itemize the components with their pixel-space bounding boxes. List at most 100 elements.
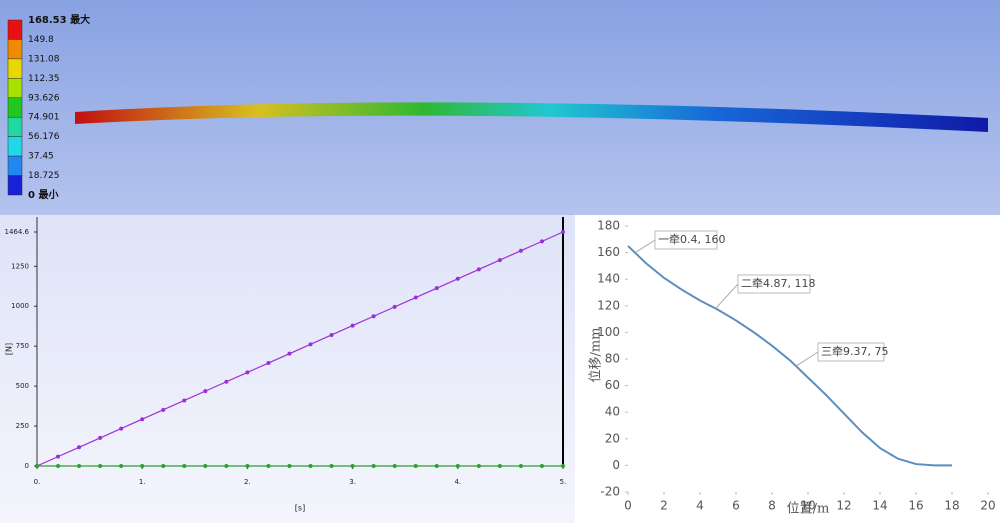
data-point <box>371 464 376 468</box>
legend-label: 37.45 <box>28 152 54 162</box>
data-point <box>518 464 523 468</box>
data-point <box>287 464 292 468</box>
beam <box>75 102 988 132</box>
data-point <box>539 464 544 468</box>
data-point <box>266 464 271 468</box>
data-point <box>77 464 82 468</box>
x-tick-label: 2 <box>660 499 668 513</box>
x-axis-label: 位置/m <box>787 502 830 517</box>
annotation: 一牵0.4, 160 <box>658 233 725 246</box>
annotation: 二牵4.87, 118 <box>741 277 815 290</box>
data-point <box>308 342 313 347</box>
data-point <box>119 464 124 468</box>
series-line <box>36 231 564 467</box>
y-tick-label: 60 <box>605 378 620 392</box>
x-tick-label: 3. <box>349 478 356 486</box>
y-tick-label: 1250 <box>11 262 29 270</box>
x-tick-label: 20 <box>980 499 995 513</box>
y-tick-label: 750 <box>16 342 29 350</box>
data-point <box>308 464 313 468</box>
data-point <box>140 417 145 422</box>
x-tick-label: 12 <box>836 499 851 513</box>
data-point <box>98 435 103 440</box>
y-tick-label: 500 <box>16 382 29 390</box>
data-point <box>497 464 502 468</box>
y-tick-label: 120 <box>597 298 620 312</box>
data-point <box>119 426 124 431</box>
y-tick-label: 80 <box>605 352 620 366</box>
x-tick-label: 18 <box>944 499 959 513</box>
annotation-box <box>654 230 718 250</box>
y-tick-label: 40 <box>605 405 620 419</box>
data-point <box>266 361 271 366</box>
data-point <box>224 379 229 384</box>
y-tick-label: 100 <box>597 325 620 339</box>
x-tick-label: 1. <box>139 478 146 486</box>
legend-label: 149.8 <box>28 35 54 45</box>
charts: 168.53 最大 149.8 131.08 112.35 93.626 74.901 56… <box>5 13 996 517</box>
data-point <box>413 295 418 300</box>
annotation-leader <box>796 351 819 367</box>
data-point <box>56 454 61 459</box>
data-point <box>182 398 187 403</box>
y-tick-label: 20 <box>605 431 620 445</box>
data-point <box>287 351 292 356</box>
y-tick-label: 160 <box>597 245 620 259</box>
legend-label: 168.53 最大 <box>28 13 90 26</box>
y-tick-label: 250 <box>16 422 29 430</box>
data-point <box>98 464 103 468</box>
legend-band <box>7 58 23 79</box>
x-tick-label: 0 <box>624 499 632 513</box>
legend-band <box>7 175 23 196</box>
force-panel <box>0 215 575 523</box>
annotation-box <box>817 342 885 362</box>
data-point <box>350 464 355 468</box>
x-tick-label: 14 <box>872 499 887 513</box>
data-point <box>392 464 397 468</box>
x-tick-label: 0. <box>34 478 41 486</box>
data-point <box>182 464 187 468</box>
data-point <box>161 464 166 468</box>
y-tick-label: 0 <box>612 458 620 472</box>
legend-band <box>7 136 23 157</box>
data-point <box>518 248 523 253</box>
data-point <box>392 304 397 309</box>
data-point <box>56 464 61 468</box>
legend-band <box>7 19 23 40</box>
data-point <box>561 464 565 468</box>
annotation: 三牵9.37, 75 <box>821 345 888 358</box>
legend-band <box>7 97 23 118</box>
x-tick-label: 2. <box>244 478 251 486</box>
data-point <box>413 464 418 468</box>
data-point <box>476 464 481 468</box>
data-point <box>224 464 229 468</box>
y-tick-label: 0 <box>25 462 29 470</box>
x-axis-label: [s] <box>295 504 305 513</box>
data-point <box>203 464 208 468</box>
y-tick-label: 1000 <box>11 302 29 310</box>
annotation-box <box>737 274 811 294</box>
data-point <box>561 230 565 234</box>
data-point <box>245 464 250 468</box>
data-point <box>455 464 460 468</box>
data-point <box>329 464 334 468</box>
legend-label: 18.725 <box>28 171 60 181</box>
data-point <box>434 286 439 291</box>
legend-label: 93.626 <box>28 93 60 103</box>
series-line <box>627 245 952 467</box>
y-tick-label: -20 <box>600 485 620 499</box>
legend-label: 56.176 <box>28 132 60 142</box>
data-point <box>371 314 376 319</box>
data-point <box>35 464 39 468</box>
legend-band <box>7 155 23 176</box>
data-point <box>350 323 355 328</box>
annotation-leader <box>715 283 739 309</box>
legend-band <box>7 78 23 99</box>
legend-label: 74.901 <box>28 113 60 123</box>
data-point <box>539 239 544 244</box>
data-point <box>140 464 145 468</box>
data-point <box>329 332 334 337</box>
y-tick-label: 140 <box>597 272 620 286</box>
x-tick-label: 8 <box>768 499 776 513</box>
